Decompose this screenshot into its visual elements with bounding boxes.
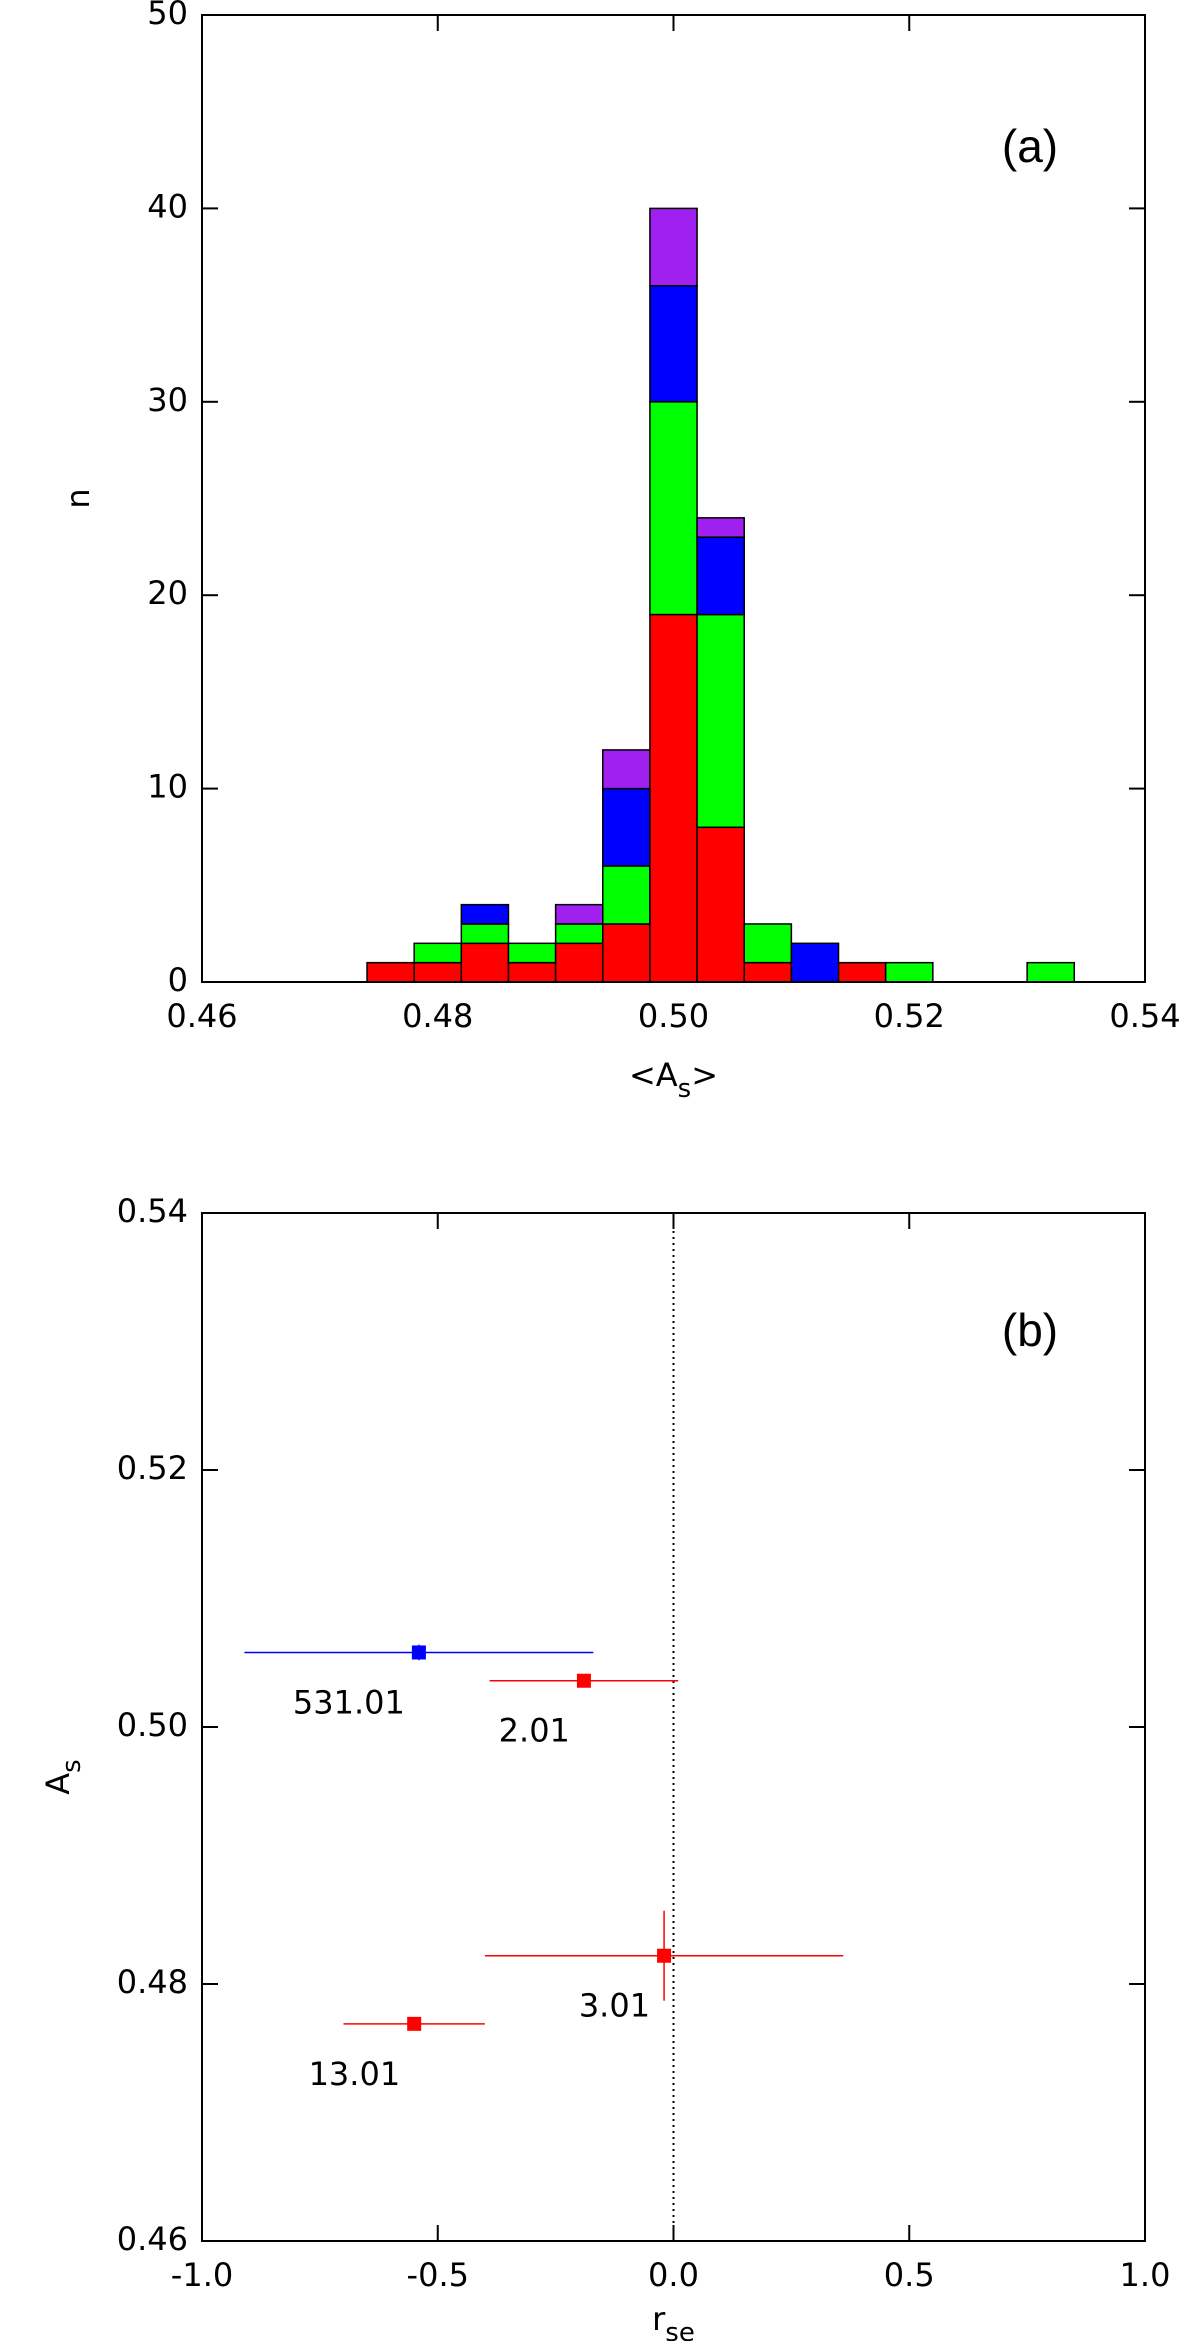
bar-segment <box>602 749 651 790</box>
x-axis-label: rse <box>652 2300 695 2341</box>
bar-segment <box>696 613 745 829</box>
y-tick-label: 0 <box>168 961 188 999</box>
x-tick-label: 0.46 <box>166 997 237 1035</box>
point <box>411 1645 426 1660</box>
bar-segment <box>649 207 698 287</box>
bar-segment <box>413 961 463 983</box>
bar-segment <box>696 517 745 538</box>
y-tick-label: 30 <box>147 381 188 419</box>
y-axis-label-part: A <box>39 1773 77 1795</box>
bar-segment <box>696 826 745 983</box>
bar-segment <box>649 285 698 403</box>
y-tick-label: 0.54 <box>117 1192 188 1230</box>
x-axis-label-part: <A <box>629 1056 678 1094</box>
bar-segment <box>1026 961 1076 983</box>
y-tick-label: 20 <box>147 574 188 612</box>
x-tick-label: -0.5 <box>407 2256 469 2294</box>
annotation: (b) <box>1002 1304 1058 1356</box>
x-axis-label-part: se <box>665 2318 695 2341</box>
y-tick-label: 0.48 <box>117 1963 188 2001</box>
bar-segment <box>696 536 745 616</box>
bar-segment <box>602 865 651 925</box>
bar-segment <box>837 961 887 983</box>
bar-segment <box>743 923 793 964</box>
y-tick-label: 40 <box>147 187 188 225</box>
plot-frame <box>201 14 1146 983</box>
bar-segment <box>554 942 604 983</box>
y-axis-label-part: s <box>57 1759 87 1773</box>
bar-segment <box>602 923 651 983</box>
bar-segment <box>554 923 604 945</box>
y-tick-label: 50 <box>147 0 188 32</box>
point-label: 531.01 <box>293 1683 405 1721</box>
x-tick-label: -1.0 <box>171 2256 233 2294</box>
bar-segment <box>507 942 557 964</box>
x-tick-label: 0.48 <box>402 997 473 1035</box>
bar-segment <box>602 787 651 867</box>
plot-frame <box>201 1212 1146 2242</box>
x-tick-label: 0.5 <box>884 2256 935 2294</box>
point <box>407 2016 422 2031</box>
bar-segment <box>413 942 463 964</box>
y-axis-label: n <box>59 488 97 508</box>
annotation: (a) <box>1002 120 1058 172</box>
bar-segment <box>460 903 510 925</box>
bar-segment <box>366 961 415 983</box>
x-tick-label: 0.52 <box>874 997 945 1035</box>
point <box>657 1948 672 1963</box>
bar-segment <box>743 961 793 983</box>
y-tick-label: 0.52 <box>117 1449 188 1487</box>
point-label: 13.01 <box>309 2055 401 2093</box>
y-tick-label: 10 <box>147 768 188 806</box>
bar-segment <box>460 923 510 945</box>
x-axis-label: <As> <box>629 1056 718 1104</box>
y-tick-label: 0.46 <box>117 2220 188 2258</box>
x-axis-label-part: > <box>691 1056 718 1094</box>
bar-segment <box>507 961 557 983</box>
x-tick-label: 0.0 <box>648 2256 699 2294</box>
x-tick-label: 1.0 <box>1120 2256 1171 2294</box>
point-label: 3.01 <box>579 1987 650 2025</box>
bar-segment <box>460 942 510 983</box>
bar-segment <box>649 613 698 983</box>
y-axis-label: As <box>39 1759 87 1794</box>
x-axis-label-part: r <box>652 2300 666 2338</box>
bar-segment <box>790 942 840 983</box>
y-tick-label: 0.50 <box>117 1706 188 1744</box>
x-tick-label: 0.50 <box>638 997 709 1035</box>
point-label: 2.01 <box>499 1712 570 1750</box>
point <box>576 1673 591 1688</box>
bar-segment <box>649 401 698 616</box>
x-tick-label: 0.54 <box>1109 997 1180 1035</box>
bar-segment <box>554 903 604 925</box>
bar-segment <box>884 961 934 983</box>
x-axis-label-part: s <box>678 1074 692 1104</box>
